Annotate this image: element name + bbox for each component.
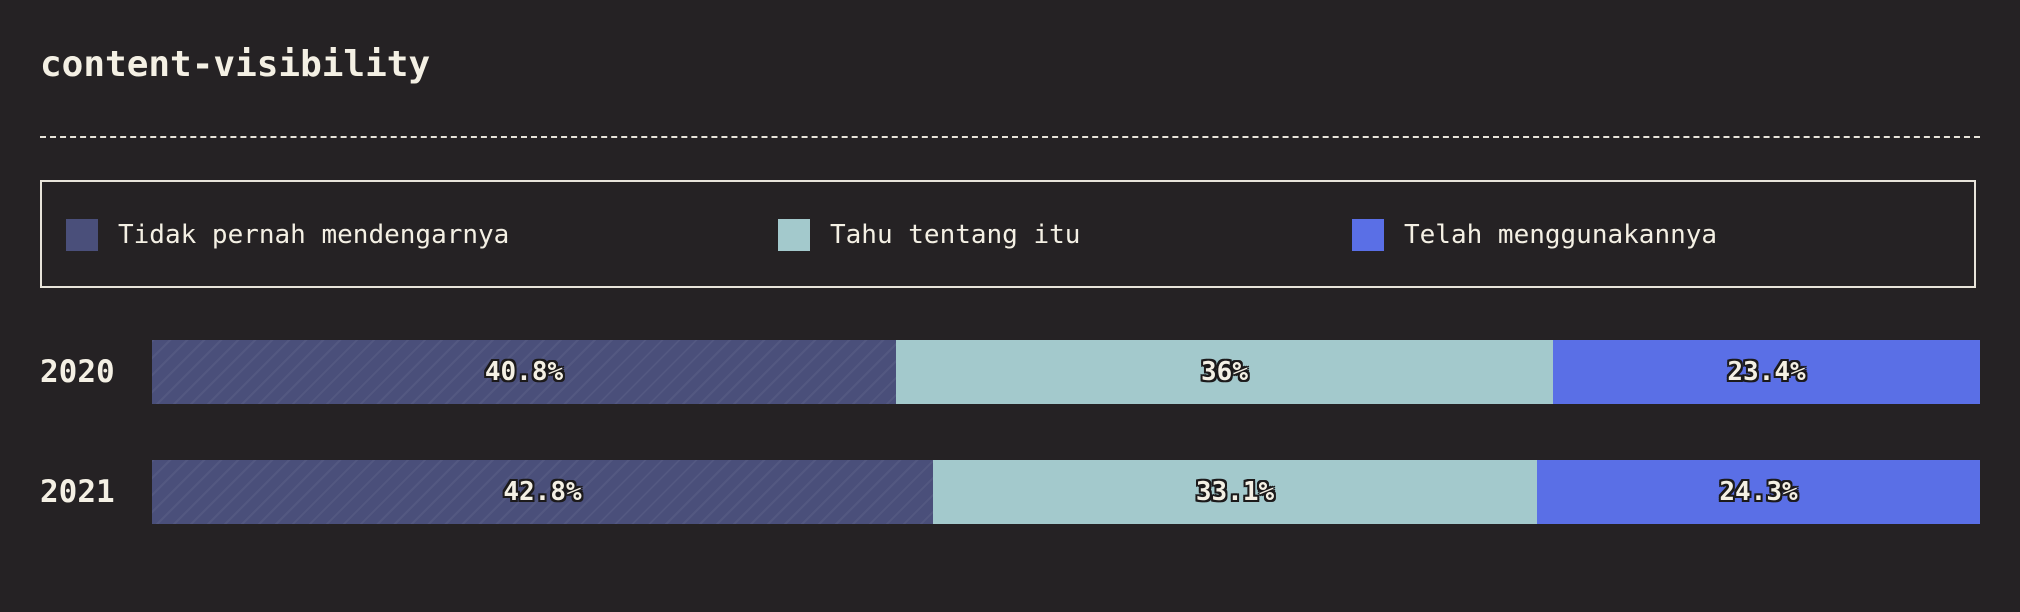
legend-label-never-heard: Tidak pernah mendengarnya (118, 220, 510, 250)
legend-item-used-it: Telah menggunakannya (1352, 218, 1717, 252)
data-label-2020-used-it: 23.4% (1727, 357, 1806, 387)
row-label-2020: 2020 (40, 354, 115, 390)
bar-row-2020: 40.8% 36% 23.4% (152, 340, 1980, 404)
bar-2021-never-heard: 42.8% (152, 460, 933, 524)
bar-row-2021: 42.8% 33.1% 24.3% (152, 460, 1980, 524)
legend-swatch-know-about (778, 219, 810, 251)
data-label-2021-never-heard: 42.8% (503, 477, 582, 507)
legend-swatch-used-it (1352, 219, 1384, 251)
legend-item-never-heard: Tidak pernah mendengarnya (66, 218, 509, 252)
legend-swatch-never-heard (66, 219, 98, 251)
bar-2020-never-heard: 40.8% (152, 340, 896, 404)
legend-label-used-it: Telah menggunakannya (1404, 220, 1718, 250)
chart-title: content-visibility (40, 44, 431, 85)
title-divider (40, 136, 1980, 138)
data-label-2021-know-about: 33.1% (1195, 477, 1275, 507)
row-label-2021: 2021 (40, 474, 115, 510)
data-label-2020-know-about: 36% (1201, 357, 1248, 387)
legend: Tidak pernah mendengarnya Tahu tentang i… (40, 180, 1976, 288)
data-label-2021-used-it: 24.3% (1719, 477, 1798, 507)
legend-label-know-about: Tahu tentang itu (830, 220, 1081, 250)
bar-2020-know-about: 36% (896, 340, 1553, 404)
legend-item-know-about: Tahu tentang itu (778, 218, 1080, 252)
bar-2020-used-it: 23.4% (1553, 340, 1980, 404)
data-label-2020-never-heard: 40.8% (484, 357, 564, 387)
bar-2021-know-about: 33.1% (933, 460, 1537, 524)
bar-2021-used-it: 24.3% (1537, 460, 1980, 524)
